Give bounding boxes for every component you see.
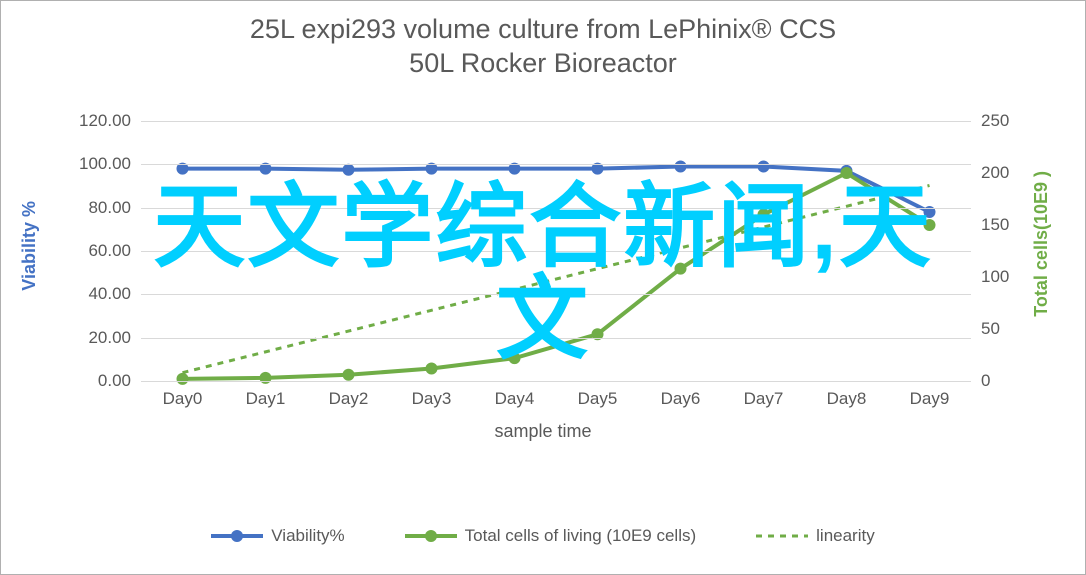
x-tick-label: Day0: [163, 389, 203, 409]
y-right-tick-label: 200: [981, 163, 1009, 183]
y-left-tick-label: 100.00: [71, 154, 131, 174]
x-tick-label: Day3: [412, 389, 452, 409]
legend-item: Total cells of living (10E9 cells): [405, 526, 696, 546]
y-left-tick-label: 20.00: [71, 328, 131, 348]
series-marker: [675, 263, 687, 275]
x-tick-label: Day7: [744, 389, 784, 409]
plot-area: [141, 121, 971, 381]
series-marker: [260, 372, 272, 384]
grid-line: [141, 381, 971, 382]
y-right-tick-label: 100: [981, 267, 1009, 287]
y-left-tick-label: 80.00: [71, 198, 131, 218]
legend-swatch: [211, 526, 263, 546]
x-tick-label: Day4: [495, 389, 535, 409]
x-tick-label: Day2: [329, 389, 369, 409]
legend-swatch: [405, 526, 457, 546]
series-marker: [758, 161, 770, 173]
chart-container: 25L expi293 volume culture from LePhinix…: [0, 0, 1086, 575]
grid-line: [141, 338, 971, 339]
series-marker: [758, 209, 770, 221]
chart-title: 25L expi293 volume culture from LePhinix…: [1, 1, 1085, 81]
chart-title-line1: 25L expi293 volume culture from LePhinix…: [250, 14, 836, 44]
legend-label: Viability%: [271, 526, 344, 546]
y-axis-left-title: Viability %: [19, 201, 40, 291]
legend-label: linearity: [816, 526, 875, 546]
series-marker: [426, 363, 438, 375]
grid-line: [141, 251, 971, 252]
series-marker: [675, 161, 687, 173]
y-left-tick-label: 0.00: [71, 371, 131, 391]
y-left-tick-label: 40.00: [71, 284, 131, 304]
series-marker: [841, 167, 853, 179]
series-marker: [509, 352, 521, 364]
x-tick-label: Day8: [827, 389, 867, 409]
y-left-tick-label: 60.00: [71, 241, 131, 261]
chart-title-line2: 50L Rocker Bioreactor: [409, 48, 677, 78]
legend-item: linearity: [756, 526, 875, 546]
series-marker: [924, 219, 936, 231]
y-right-tick-label: 150: [981, 215, 1009, 235]
legend-swatch: [756, 526, 808, 546]
x-tick-label: Day9: [910, 389, 950, 409]
series-line: [183, 173, 930, 379]
x-tick-label: Day1: [246, 389, 286, 409]
y-right-tick-label: 0: [981, 371, 990, 391]
series-marker: [343, 369, 355, 381]
y-axis-right-title: Total cells(10E9 ): [1031, 171, 1052, 317]
y-left-tick-label: 120.00: [71, 111, 131, 131]
legend-label: Total cells of living (10E9 cells): [465, 526, 696, 546]
x-axis-title: sample time: [1, 421, 1085, 442]
grid-line: [141, 294, 971, 295]
grid-line: [141, 121, 971, 122]
y-right-tick-label: 50: [981, 319, 1000, 339]
series-marker: [177, 373, 189, 385]
y-right-tick-label: 250: [981, 111, 1009, 131]
legend-item: Viability%: [211, 526, 344, 546]
grid-line: [141, 164, 971, 165]
series-marker: [343, 164, 355, 176]
grid-line: [141, 208, 971, 209]
x-tick-label: Day5: [578, 389, 618, 409]
legend: Viability% Total cells of living (10E9 ce…: [1, 511, 1085, 561]
x-tick-label: Day6: [661, 389, 701, 409]
